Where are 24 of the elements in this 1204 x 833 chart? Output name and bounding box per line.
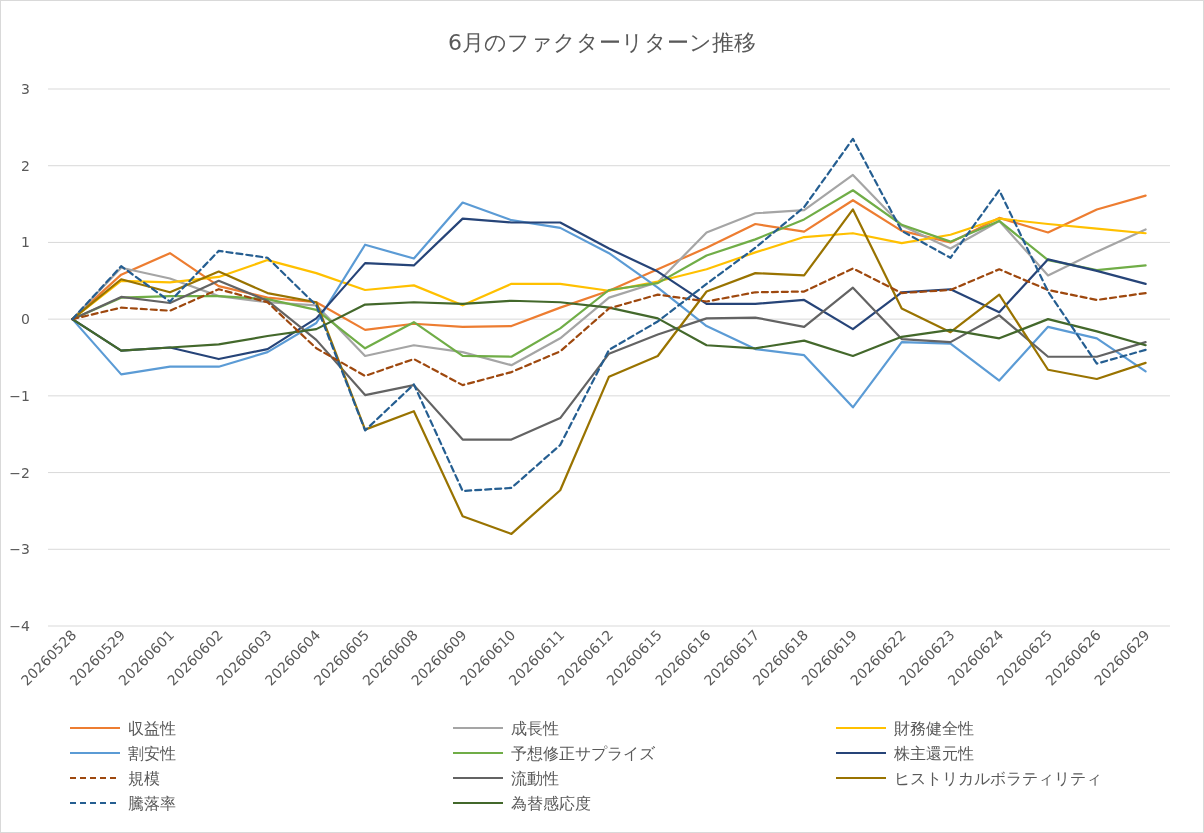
legend-label: ヒストリカルボラティリティ xyxy=(894,769,1102,788)
y-tick-label: 1 xyxy=(21,234,30,251)
y-tick-label: 0 xyxy=(21,311,30,328)
legend-label: 株主還元性 xyxy=(893,744,974,763)
legend-label: 収益性 xyxy=(128,719,176,738)
legend-label: 財務健全性 xyxy=(894,719,974,738)
line-series xyxy=(71,267,1147,387)
legend-label: 割安性 xyxy=(128,744,176,763)
legend-label: 成長性 xyxy=(511,719,559,738)
legend-label: 予想修正サプライズ xyxy=(511,744,656,763)
legend-label: 流動性 xyxy=(511,769,559,788)
y-tick-label: −1 xyxy=(9,387,30,404)
legend-label: 規模 xyxy=(128,769,160,788)
y-tick-label: −2 xyxy=(9,464,30,481)
legend-label: 為替感応度 xyxy=(511,794,591,813)
chart-title: 6月のファクターリターン推移 xyxy=(448,30,756,55)
y-tick-label: 3 xyxy=(21,81,30,97)
y-tick-label: −3 xyxy=(9,541,30,558)
y-tick-label: −4 xyxy=(9,618,31,634)
line-series xyxy=(71,137,1147,493)
y-tick-label: 2 xyxy=(21,157,30,174)
legend-label: 騰落率 xyxy=(128,794,176,813)
line-series xyxy=(71,299,1147,358)
line-series xyxy=(71,201,1147,409)
